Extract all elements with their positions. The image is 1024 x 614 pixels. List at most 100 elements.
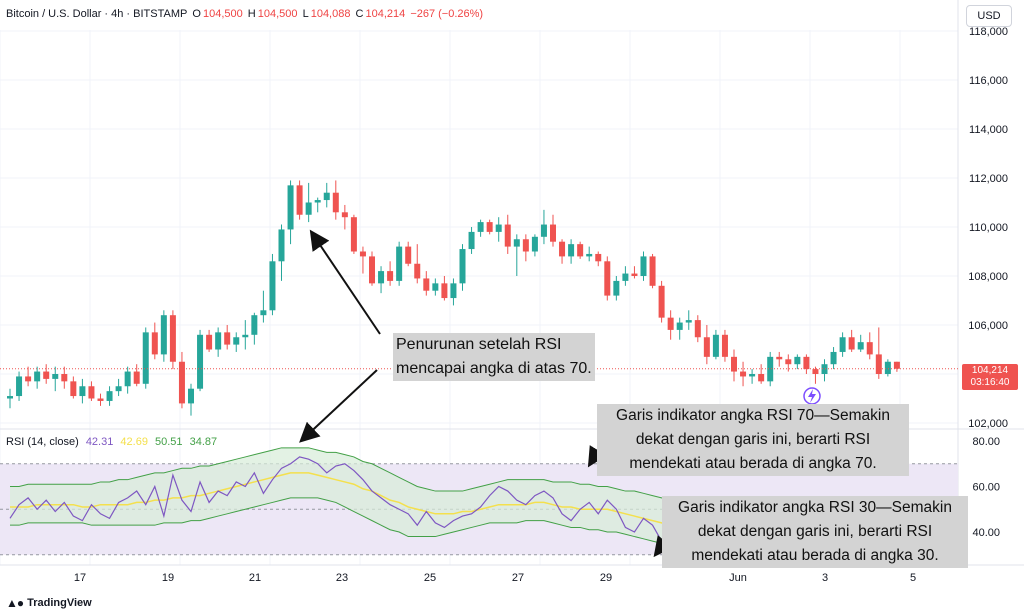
candle-body	[875, 354, 882, 374]
candle-body	[332, 192, 339, 213]
candle-body	[341, 212, 348, 218]
candle-body	[43, 371, 50, 379]
price-axis-label: 108,000	[968, 271, 1008, 283]
candle-body	[405, 246, 412, 264]
close-value: 104,214	[365, 8, 406, 20]
high-label: H	[247, 8, 256, 20]
candle-body	[115, 386, 122, 392]
rsi-upper-band	[10, 447, 762, 524]
time-axis-label: 21	[249, 572, 261, 584]
candle-body	[522, 239, 529, 252]
candle-body	[215, 332, 222, 350]
candle-body	[432, 283, 439, 291]
time-axis-label: Jun	[729, 572, 747, 584]
candle-body	[866, 342, 873, 355]
candle-body	[151, 332, 158, 355]
tradingview-logo[interactable]: ▲● TradingView	[6, 596, 92, 610]
candle-body	[559, 241, 566, 257]
candle-body	[785, 359, 792, 365]
price-axis-label: 114,000	[969, 124, 1008, 136]
candle-body	[577, 244, 584, 257]
low-value: 104,088	[310, 8, 351, 20]
candle-body	[649, 256, 656, 286]
rsi70-annotation: Garis indikator angka RSI 70—Semakin dek…	[597, 404, 909, 476]
candle-body	[278, 229, 285, 262]
candle-body	[314, 200, 321, 203]
candle-body	[595, 253, 602, 262]
candle-body	[106, 391, 113, 401]
candle-body	[839, 337, 846, 352]
candle-body	[359, 251, 366, 257]
candle-body	[188, 388, 194, 404]
rsi30-annotation-line1: Garis indikator angka RSI 30—Semakin	[678, 499, 952, 516]
candle-body	[459, 249, 466, 284]
change-value: −267 (−0.26%)	[410, 8, 484, 20]
candle-body	[52, 374, 59, 379]
lightning-icon	[808, 389, 816, 403]
candle-body	[658, 285, 665, 318]
current-price-tag: 104,214 03:16:40	[962, 364, 1018, 390]
candle-body	[206, 334, 213, 350]
rsi-band-fill	[10, 447, 762, 560]
candle-body	[251, 315, 258, 335]
candle-body	[703, 337, 710, 357]
rsi30-annotation: Garis indikator angka RSI 30—Semakin dek…	[662, 496, 968, 568]
low-label: L	[302, 8, 309, 20]
tradingview-mark-icon: ▲●	[6, 596, 24, 610]
candle-body	[622, 273, 629, 281]
candle-body	[884, 361, 891, 374]
candle-body	[568, 244, 575, 257]
peak-annotation-line1: Penurunan setelah RSI	[396, 336, 562, 353]
candle-body	[550, 224, 556, 242]
candle-body	[369, 256, 375, 284]
candle-body	[79, 386, 86, 397]
rsi-axis-label: 60.00	[972, 482, 1000, 494]
candle-body	[640, 256, 647, 276]
candle-body	[504, 224, 511, 247]
time-axis-label: 27	[512, 572, 524, 584]
time-axis-label: 5	[910, 572, 916, 584]
candle-body	[16, 376, 23, 397]
candle-body	[776, 356, 783, 360]
candle-body	[531, 236, 538, 252]
rsi70-annotation-line3: mendekati atau berada di angka 70.	[629, 455, 877, 472]
candle-body	[812, 369, 819, 374]
candle-body	[350, 217, 357, 252]
time-axis-label: 19	[162, 572, 174, 584]
candle-body	[305, 202, 312, 215]
candle-body	[287, 185, 294, 230]
candle-body	[178, 361, 185, 404]
open-label: O	[192, 8, 201, 20]
high-value: 104,500	[257, 8, 298, 20]
currency-button[interactable]: USD	[966, 5, 1012, 27]
peak-arrow	[309, 229, 381, 335]
candle-body	[133, 371, 140, 384]
candle-body	[142, 332, 149, 384]
candlestick-series	[0, 180, 958, 416]
rsi-moving-average	[10, 472, 762, 547]
candle-body	[794, 356, 801, 365]
candle-body	[25, 376, 32, 382]
candle-body	[260, 310, 267, 316]
rsi-axis-label: 40.00	[972, 527, 1000, 539]
candle-body	[893, 361, 900, 369]
time-axis-label: 23	[336, 572, 348, 584]
price-axis-label: 106,000	[968, 320, 1008, 332]
rsi-ma-value: 42.69	[120, 436, 148, 448]
candle-body	[758, 374, 765, 382]
candle-body	[513, 239, 520, 247]
time-axis-label: 17	[74, 572, 86, 584]
candle-body	[124, 371, 131, 387]
candle-body	[740, 371, 747, 377]
candle-body	[70, 381, 77, 397]
candle-body	[34, 371, 41, 382]
candle-body	[586, 253, 593, 257]
rsi-series	[9, 447, 762, 560]
candle-body	[857, 342, 864, 350]
candle-body	[269, 261, 276, 311]
candle-body	[233, 337, 240, 345]
candle-body	[450, 283, 457, 299]
rsi-lower-value: 34.87	[189, 436, 218, 448]
current-price-value: 104,214	[971, 365, 1009, 376]
